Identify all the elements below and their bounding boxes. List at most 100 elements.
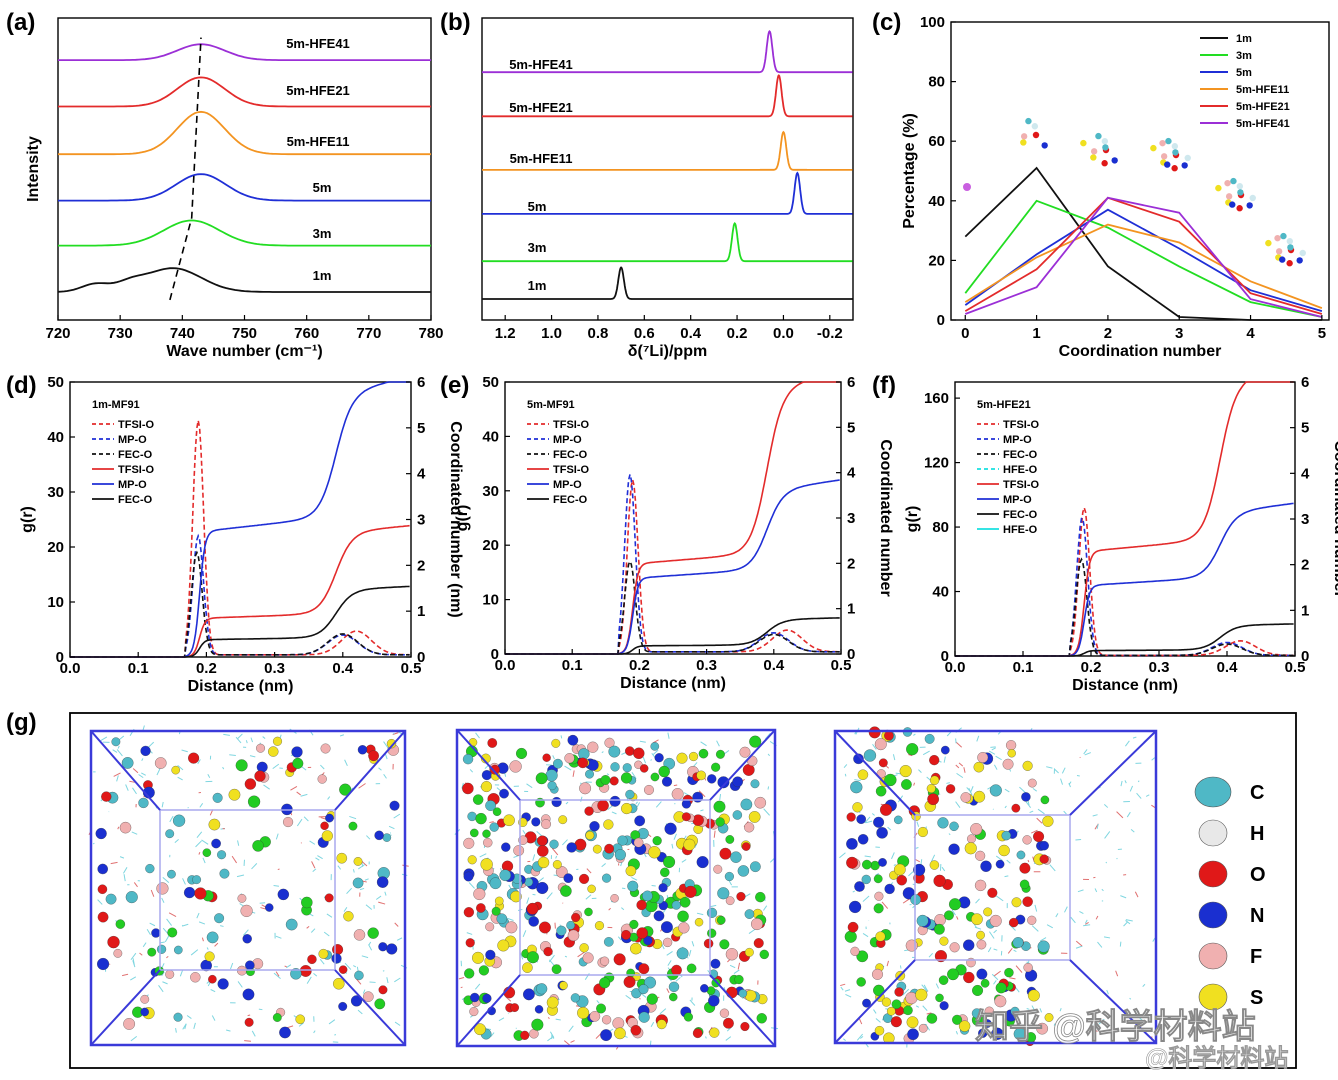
g-bond bbox=[339, 734, 345, 737]
c-legend-label: 5m-HFE21 bbox=[1236, 101, 1290, 113]
g-bond bbox=[1129, 785, 1134, 792]
g-bond bbox=[955, 741, 963, 748]
c-cluster-atom bbox=[1215, 184, 1222, 192]
d-legend-label: MP-O bbox=[118, 479, 147, 491]
g-atom bbox=[462, 753, 474, 765]
g-atom bbox=[494, 896, 504, 906]
g-bond bbox=[1125, 920, 1131, 925]
g-bond bbox=[507, 917, 514, 921]
g-atom bbox=[603, 937, 614, 947]
b-xlabel: δ(⁷Li)/ppm bbox=[628, 343, 707, 360]
g-atom bbox=[933, 923, 945, 935]
g-atom bbox=[551, 964, 562, 975]
g-atom bbox=[174, 945, 183, 955]
g-atom bbox=[934, 914, 946, 926]
g-atom bbox=[879, 803, 893, 816]
g-bond bbox=[349, 815, 357, 820]
g-atom bbox=[105, 893, 117, 905]
g-box-edge bbox=[709, 974, 776, 1047]
b-series-label: 3m bbox=[528, 240, 547, 255]
g-bond bbox=[688, 949, 692, 957]
g-atom bbox=[903, 1005, 913, 1016]
g-atom bbox=[980, 979, 990, 988]
g-atom bbox=[862, 998, 871, 1008]
g-bond bbox=[1097, 941, 1103, 948]
g-atom bbox=[736, 891, 746, 902]
g-bond bbox=[689, 999, 696, 1006]
g-atom bbox=[564, 753, 575, 764]
g-atom bbox=[577, 1006, 590, 1019]
g-atom bbox=[138, 797, 149, 809]
g-atom bbox=[929, 775, 940, 785]
g-atom bbox=[732, 810, 743, 820]
g-bond bbox=[601, 863, 606, 868]
g-bond bbox=[908, 753, 913, 757]
g-bond bbox=[856, 1033, 864, 1041]
g-bond bbox=[958, 762, 964, 767]
g-atom bbox=[874, 1025, 885, 1036]
e-xtick-label: 0.4 bbox=[763, 657, 785, 674]
e-legend-label: FEC-O bbox=[553, 449, 588, 461]
g-atom bbox=[528, 916, 539, 927]
e-y2tick-label: 0 bbox=[847, 646, 855, 663]
d-xtick-label: 0.2 bbox=[196, 660, 217, 677]
g-bond bbox=[1039, 1008, 1043, 1013]
g-bond bbox=[169, 815, 174, 823]
g-atom bbox=[861, 874, 871, 885]
g-bond bbox=[564, 765, 572, 771]
e-gr-TFSI-O bbox=[505, 479, 840, 655]
d-title: 1m-MF91 bbox=[92, 399, 140, 411]
g-atom bbox=[678, 922, 690, 934]
g-bond bbox=[844, 773, 847, 777]
g-atom bbox=[625, 789, 635, 800]
g-atom bbox=[491, 906, 501, 916]
g-atom bbox=[582, 952, 594, 964]
d-xtick-label: 0.0 bbox=[60, 660, 81, 677]
g-atom bbox=[850, 946, 860, 956]
g-atom bbox=[107, 935, 120, 949]
g-atom bbox=[638, 984, 649, 995]
g-bond bbox=[196, 831, 203, 838]
g-atom bbox=[338, 965, 348, 974]
g-bond bbox=[737, 962, 741, 970]
g-bond bbox=[956, 916, 959, 920]
atom-legend-C-icon bbox=[1194, 776, 1232, 808]
g-atom bbox=[694, 917, 704, 927]
g-bond bbox=[498, 1017, 505, 1022]
f-xtick-label: 0.3 bbox=[1149, 659, 1170, 676]
g-bond bbox=[608, 907, 611, 911]
g-atom bbox=[183, 886, 196, 899]
g-bond bbox=[565, 801, 569, 805]
c-series-1m bbox=[964, 166, 1322, 321]
g-atom bbox=[587, 741, 599, 753]
b-xtick-label: 0.4 bbox=[680, 325, 702, 342]
g-atom bbox=[256, 743, 265, 753]
g-atom bbox=[556, 925, 567, 936]
g-bond bbox=[995, 755, 1002, 761]
g-box-edge bbox=[334, 730, 406, 811]
g-atom bbox=[717, 887, 730, 900]
g-bond bbox=[237, 733, 243, 739]
g-atom bbox=[614, 1027, 626, 1040]
g-atom bbox=[621, 803, 633, 815]
g-atom bbox=[847, 921, 859, 933]
g-atom bbox=[295, 1014, 305, 1025]
g-bond bbox=[466, 932, 473, 935]
a-xtick-label: 730 bbox=[108, 325, 133, 342]
g-atom bbox=[463, 907, 474, 918]
g-bond bbox=[100, 736, 108, 741]
g-atom bbox=[927, 793, 939, 806]
g-atom bbox=[995, 982, 1007, 994]
d-xlabel: Distance (nm) bbox=[188, 678, 294, 695]
g-atom bbox=[317, 774, 327, 784]
f-xtick-label: 0.1 bbox=[1013, 659, 1034, 676]
g-atom bbox=[228, 788, 241, 801]
g-atom bbox=[214, 913, 225, 924]
g-atom bbox=[600, 1029, 612, 1041]
g-box-edge bbox=[834, 730, 916, 816]
g-atom bbox=[692, 791, 704, 803]
g-atom bbox=[719, 1008, 730, 1018]
g-bond bbox=[141, 758, 144, 761]
g-bond bbox=[182, 878, 186, 885]
